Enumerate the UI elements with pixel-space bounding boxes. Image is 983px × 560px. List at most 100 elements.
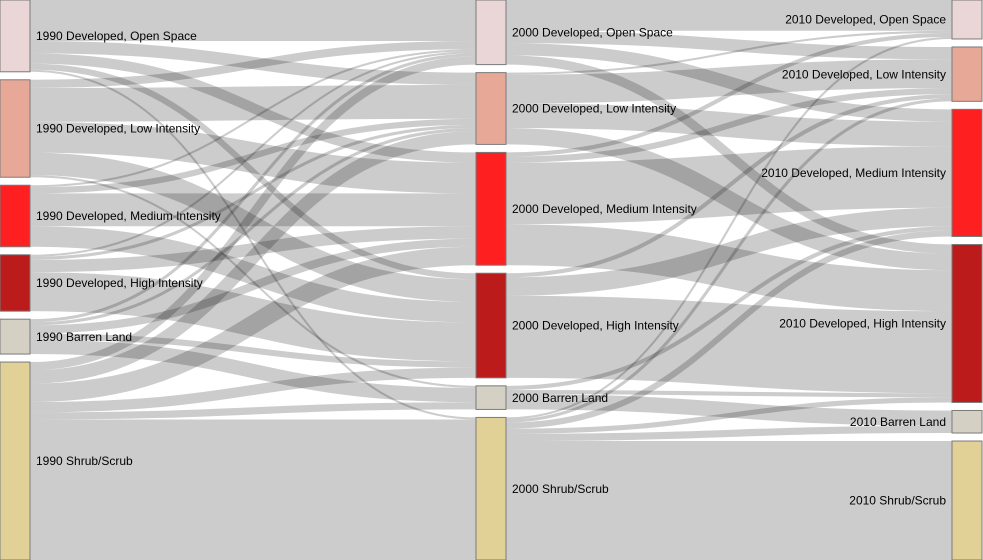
link-1990-developed-medium-intensity-to-2000-developed-low-intensity[interactable] <box>29 118 477 194</box>
node-rect-2010-barren-land[interactable] <box>951 409 983 434</box>
node-rect-2010-shrub-scrub[interactable] <box>951 440 983 560</box>
node-2010-developed-high-intensity[interactable]: 2010 Developed, High Intensity <box>779 244 983 403</box>
node-2010-developed-open-space[interactable]: 2010 Developed, Open Space <box>785 0 983 40</box>
link-2000-shrub-scrub-to-2010-developed-medium-intensity[interactable] <box>505 230 953 429</box>
node-rect-1990-shrub-scrub[interactable] <box>0 361 31 560</box>
node-rect-2000-developed-low-intensity[interactable] <box>475 72 507 145</box>
link-1990-developed-high-intensity-to-2000-developed-medium-intensity[interactable] <box>29 226 477 273</box>
link-2000-barren-land-to-2010-developed-high-intensity[interactable] <box>505 389 953 398</box>
link-1990-developed-high-intensity-to-2000-developed-high-intensity[interactable] <box>29 272 477 362</box>
node-1990-shrub-scrub[interactable]: 1990 Shrub/Scrub <box>0 361 133 560</box>
link-2000-developed-high-intensity-to-2010-developed-low-intensity[interactable] <box>505 94 953 278</box>
link-2000-shrub-scrub-to-2010-barren-land[interactable] <box>505 425 953 442</box>
node-rect-1990-developed-medium-intensity[interactable] <box>0 184 31 248</box>
link-2000-shrub-scrub-to-2010-developed-high-intensity[interactable] <box>505 397 953 434</box>
node-rect-2000-developed-high-intensity[interactable] <box>475 272 507 379</box>
link-1990-developed-low-intensity-to-2000-developed-low-intensity[interactable] <box>29 84 477 122</box>
link-1990-developed-low-intensity-to-2000-barren-land[interactable] <box>29 175 477 388</box>
link-1990-developed-low-intensity-to-2000-developed-open-space[interactable] <box>29 41 477 88</box>
link-2000-developed-low-intensity-to-2010-developed-low-intensity[interactable] <box>505 59 953 104</box>
link-1990-developed-open-space-to-2000-shrub-scrub[interactable] <box>29 69 477 420</box>
node-rect-2010-developed-open-space[interactable] <box>951 0 983 40</box>
link-2000-barren-land-to-2010-developed-medium-intensity[interactable] <box>505 226 953 390</box>
node-label-2000-developed-low-intensity: 2000 Developed, Low Intensity <box>512 102 676 116</box>
node-label-2010-shrub-scrub: 2010 Shrub/Scrub <box>849 494 946 508</box>
node-1990-developed-low-intensity[interactable]: 1990 Developed, Low Intensity <box>0 79 200 178</box>
link-1990-shrub-scrub-to-2000-developed-open-space[interactable] <box>29 56 477 371</box>
link-1990-developed-high-intensity-to-2000-developed-low-intensity[interactable] <box>29 124 477 260</box>
node-rect-2010-developed-low-intensity[interactable] <box>951 46 983 102</box>
node-2010-developed-low-intensity[interactable]: 2010 Developed, Low Intensity <box>782 46 983 102</box>
link-1990-developed-low-intensity-to-2000-developed-high-intensity[interactable] <box>29 152 477 302</box>
node-label-2000-barren-land: 2000 Barren Land <box>512 391 608 405</box>
link-1990-shrub-scrub-to-2000-barren-land[interactable] <box>29 402 477 420</box>
node-rect-2000-developed-open-space[interactable] <box>475 0 507 66</box>
node-1990-developed-open-space[interactable]: 1990 Developed, Open Space <box>0 0 197 73</box>
node-label-1990-developed-open-space: 1990 Developed, Open Space <box>36 29 197 43</box>
link-1990-barren-land-to-2000-developed-low-intensity[interactable] <box>29 127 477 326</box>
node-label-1990-developed-medium-intensity: 1990 Developed, Medium Intensity <box>36 209 221 223</box>
link-1990-developed-open-space-to-2000-developed-medium-intensity[interactable] <box>29 53 477 163</box>
node-label-1990-shrub-scrub: 1990 Shrub/Scrub <box>36 454 133 468</box>
link-2000-developed-open-space-to-2010-developed-low-intensity[interactable] <box>505 30 953 60</box>
link-1990-barren-land-to-2000-developed-high-intensity[interactable] <box>29 333 477 368</box>
node-label-2000-shrub-scrub: 2000 Shrub/Scrub <box>512 482 609 496</box>
link-2000-developed-low-intensity-to-2010-developed-open-space[interactable] <box>505 30 953 75</box>
node-label-2000-developed-open-space: 2000 Developed, Open Space <box>512 26 673 40</box>
node-rect-1990-developed-low-intensity[interactable] <box>0 79 31 178</box>
link-2000-developed-medium-intensity-to-2010-developed-medium-intensity[interactable] <box>505 146 953 225</box>
link-1990-developed-open-space-to-2000-developed-high-intensity[interactable] <box>29 63 477 280</box>
node-rect-2000-shrub-scrub[interactable] <box>475 416 507 560</box>
sankey-links <box>29 0 953 560</box>
link-2000-developed-low-intensity-to-2010-developed-medium-intensity[interactable] <box>505 103 953 147</box>
link-2000-barren-land-to-2010-barren-land[interactable] <box>505 394 953 426</box>
link-1990-developed-high-intensity-to-2000-developed-open-space[interactable] <box>29 51 477 257</box>
link-1990-barren-land-to-2000-developed-open-space[interactable] <box>29 53 477 323</box>
node-rect-1990-developed-open-space[interactable] <box>0 0 31 73</box>
node-rect-2010-developed-high-intensity[interactable] <box>951 244 983 403</box>
link-1990-developed-medium-intensity-to-2000-developed-high-intensity[interactable] <box>29 226 477 323</box>
node-2010-barren-land[interactable]: 2010 Barren Land <box>850 409 983 434</box>
link-1990-shrub-scrub-to-2000-developed-low-intensity[interactable] <box>29 131 477 384</box>
link-2000-shrub-scrub-to-2010-developed-low-intensity[interactable] <box>505 98 953 423</box>
link-2000-developed-medium-intensity-to-2010-developed-low-intensity[interactable] <box>505 87 953 163</box>
link-1990-barren-land-to-2000-barren-land[interactable] <box>29 339 477 403</box>
node-rect-2010-developed-medium-intensity[interactable] <box>951 108 983 238</box>
link-2000-developed-medium-intensity-to-2010-developed-open-space[interactable] <box>505 32 953 157</box>
link-1990-shrub-scrub-to-2000-developed-high-intensity[interactable] <box>29 367 477 413</box>
link-2000-shrub-scrub-to-2010-developed-open-space[interactable] <box>505 36 953 420</box>
link-2000-developed-open-space-to-2010-developed-high-intensity[interactable] <box>505 55 953 254</box>
link-2000-developed-low-intensity-to-2010-developed-high-intensity[interactable] <box>505 127 953 271</box>
node-1990-barren-land[interactable]: 1990 Barren Land <box>0 318 132 355</box>
node-label-2000-developed-high-intensity: 2000 Developed, High Intensity <box>512 319 679 333</box>
link-2000-developed-high-intensity-to-2010-developed-medium-intensity[interactable] <box>505 207 953 296</box>
node-label-1990-developed-high-intensity: 1990 Developed, High Intensity <box>36 276 203 290</box>
link-1990-developed-open-space-to-2000-developed-low-intensity[interactable] <box>29 41 477 85</box>
link-2000-developed-open-space-to-2010-developed-medium-intensity[interactable] <box>505 43 953 122</box>
node-rect-2000-developed-medium-intensity[interactable] <box>475 151 507 266</box>
link-1990-developed-low-intensity-to-2000-developed-medium-intensity[interactable] <box>29 121 477 194</box>
node-2000-barren-land[interactable]: 2000 Barren Land <box>475 385 608 410</box>
node-label-2010-developed-medium-intensity: 2010 Developed, Medium Intensity <box>761 166 946 180</box>
node-2000-developed-medium-intensity[interactable]: 2000 Developed, Medium Intensity <box>475 151 697 266</box>
node-label-2010-developed-low-intensity: 2010 Developed, Low Intensity <box>782 67 946 81</box>
node-rect-1990-developed-high-intensity[interactable] <box>0 254 31 312</box>
link-1990-developed-medium-intensity-to-2000-developed-open-space[interactable] <box>29 49 477 188</box>
node-2000-developed-high-intensity[interactable]: 2000 Developed, High Intensity <box>475 272 679 379</box>
node-2010-developed-medium-intensity[interactable]: 2010 Developed, Medium Intensity <box>761 108 983 238</box>
node-rect-2000-barren-land[interactable] <box>475 385 507 410</box>
link-1990-barren-land-to-2000-developed-medium-intensity[interactable] <box>29 238 477 334</box>
node-1990-developed-medium-intensity[interactable]: 1990 Developed, Medium Intensity <box>0 184 221 248</box>
link-2000-developed-high-intensity-to-2010-developed-high-intensity[interactable] <box>505 295 953 394</box>
link-1990-shrub-scrub-to-2000-developed-medium-intensity[interactable] <box>29 246 477 403</box>
node-2000-developed-low-intensity[interactable]: 2000 Developed, Low Intensity <box>475 72 676 145</box>
node-label-2000-developed-medium-intensity: 2000 Developed, Medium Intensity <box>512 202 697 216</box>
link-2000-developed-medium-intensity-to-2010-developed-high-intensity[interactable] <box>505 224 953 312</box>
node-2000-developed-open-space[interactable]: 2000 Developed, Open Space <box>475 0 673 66</box>
node-1990-developed-high-intensity[interactable]: 1990 Developed, High Intensity <box>0 254 203 312</box>
node-2010-shrub-scrub[interactable]: 2010 Shrub/Scrub <box>849 440 983 560</box>
node-label-1990-developed-low-intensity: 1990 Developed, Low Intensity <box>36 122 200 136</box>
node-rect-1990-barren-land[interactable] <box>0 318 31 355</box>
